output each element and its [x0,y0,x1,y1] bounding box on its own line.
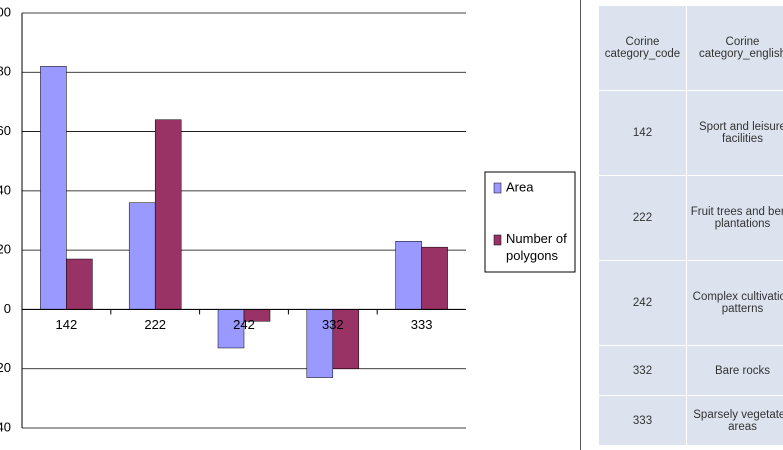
y-tick-label: -40 [0,419,11,434]
x-tick-label: 222 [144,317,166,332]
x-tick-label: 332 [322,317,344,332]
legend-label: Number of polygons [506,231,567,263]
bar [332,309,360,369]
table-row: 242 Complex cultivation patterns [598,260,783,346]
table-row: 333 Sparsely vegetated areas [598,395,783,446]
table-cell: 222 [598,175,687,261]
header-cell: Corine category_english [686,5,783,91]
y-tick-label: 0 [4,301,11,316]
y-tick-label: 100 [0,4,11,19]
table-row: 332 Bare rocks [598,345,783,396]
x-tick-label: 333 [411,317,433,332]
table-cell: 242 [598,260,687,346]
y-tick-label: 20 [0,242,11,257]
bar [421,246,448,310]
table-cell: 332 [598,345,687,396]
table: Corine category_code Corine category_eng… [598,5,783,446]
table-cell: Sport and leisure facilities [686,90,783,176]
chart: -40 -20 0 20 40 60 80 100 142 222 242 332 333 Area Num… [0,4,576,434]
table-cell: 333 [598,395,687,446]
table-container: Corine category_code Corine category_eng… [598,5,783,450]
table-cell: Bare rocks [686,345,783,396]
bar [395,241,422,310]
table-body: Corine category_code Corine category_eng… [598,5,783,446]
bar [40,66,67,310]
table-cell: Complex cultivation patterns [686,260,783,346]
bar [306,309,334,378]
header-row: Corine category_code Corine category_eng… [598,5,783,91]
y-tick-label: -20 [0,360,11,375]
y-tick-label: 60 [0,123,11,138]
legend-label: Area [506,179,534,194]
bar [217,309,245,349]
header-cell: Corine category_code [598,5,687,91]
y-tick-label: 80 [0,64,11,79]
legend-swatch [493,182,502,194]
y-tick-label: 40 [0,182,11,197]
table-cell: Sparsely vegetated areas [686,395,783,446]
table-cell: 142 [598,90,687,176]
table-row: 142 Sport and leisure facilities [598,90,783,176]
table-cell: Fruit trees and berry plantations [686,175,783,261]
legend-swatch [493,234,502,246]
x-tick-label: 142 [56,317,78,332]
bar [154,119,182,310]
bar [128,202,156,310]
x-tick-label: 242 [233,317,255,332]
separator [580,0,581,450]
bar [66,258,93,310]
